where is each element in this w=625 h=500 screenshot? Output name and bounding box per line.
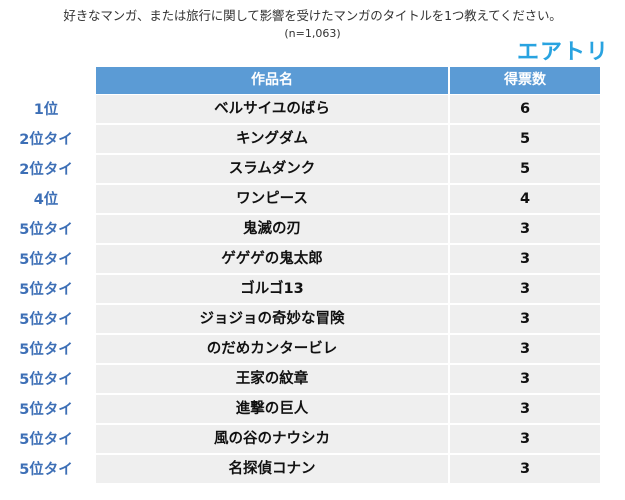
table-row: 風の谷のナウシカ 3	[96, 425, 600, 453]
brand-logo: エアトリ	[516, 40, 609, 65]
sample-size: (n=1,063)	[284, 27, 341, 40]
table-row: ワンピース 4	[96, 185, 600, 213]
table-row: スラムダンク 5	[96, 155, 600, 183]
table-row: 鬼滅の刃 3	[96, 215, 600, 243]
vote-count-cell: 3	[450, 395, 600, 423]
manga-title-cell: 進撃の巨人	[96, 395, 448, 423]
manga-title-cell: 風の谷のナウシカ	[96, 425, 448, 453]
vote-count-cell: 5	[450, 125, 600, 153]
table-row: キングダム 5	[96, 125, 600, 153]
table-row: 名探偵コナン 3	[96, 455, 600, 483]
vote-count-cell: 3	[450, 425, 600, 453]
rank-label: 5位タイ	[19, 282, 73, 298]
vote-count-cell: 3	[450, 305, 600, 333]
rank-column: 1位 2位タイ 2位タイ 4位 5位タイ 5位タイ 5位タイ 5位タイ 5位タイ…	[0, 95, 92, 485]
table-row: ゴルゴ13 3	[96, 275, 600, 303]
vote-count-cell: 3	[450, 365, 600, 393]
vote-count-cell: 3	[450, 275, 600, 303]
rank-label: 5位タイ	[19, 432, 73, 448]
manga-title-cell: のだめカンタービレ	[96, 335, 448, 363]
manga-title-cell: 名探偵コナン	[96, 455, 448, 483]
rank-label: 2位タイ	[19, 162, 73, 178]
rank-label: 5位タイ	[19, 252, 73, 268]
manga-title-cell: 鬼滅の刃	[96, 215, 448, 243]
rank-label: 5位タイ	[19, 222, 73, 238]
table-row: ベルサイユのばら 6	[96, 95, 600, 123]
ranking-table: 作品名 得票数 ベルサイユのばら 6 キングダム 5 スラムダンク 5 ワンピー…	[96, 67, 600, 485]
table-row: 進撃の巨人 3	[96, 395, 600, 423]
rank-label: 1位	[33, 102, 59, 118]
table-row: ゲゲゲの鬼太郎 3	[96, 245, 600, 273]
vote-count-cell: 4	[450, 185, 600, 213]
table-row: のだめカンタービレ 3	[96, 335, 600, 363]
vote-count-cell: 3	[450, 245, 600, 273]
manga-title-cell: ワンピース	[96, 185, 448, 213]
rank-label: 4位	[33, 192, 59, 208]
survey-question: 好きなマンガ、または旅行に関して影響を受けたマンガのタイトルを1つ教えてください…	[63, 8, 562, 23]
vote-count-cell: 5	[450, 155, 600, 183]
vote-count-cell: 6	[450, 95, 600, 123]
rank-label: 5位タイ	[19, 372, 73, 388]
rank-label: 5位タイ	[19, 342, 73, 358]
table-row: ジョジョの奇妙な冒険 3	[96, 305, 600, 333]
manga-title-cell: ベルサイユのばら	[96, 95, 448, 123]
column-header-title: 作品名	[96, 67, 448, 94]
column-header-votes: 得票数	[450, 67, 600, 94]
rank-label: 5位タイ	[19, 312, 73, 328]
manga-title-cell: 王家の紋章	[96, 365, 448, 393]
vote-count-cell: 3	[450, 335, 600, 363]
manga-title-cell: スラムダンク	[96, 155, 448, 183]
vote-count-cell: 3	[450, 215, 600, 243]
manga-title-cell: ゲゲゲの鬼太郎	[96, 245, 448, 273]
rank-label: 2位タイ	[19, 132, 73, 148]
rank-label: 5位タイ	[19, 402, 73, 418]
vote-count-cell: 3	[450, 455, 600, 483]
manga-title-cell: ジョジョの奇妙な冒険	[96, 305, 448, 333]
table-row: 王家の紋章 3	[96, 365, 600, 393]
manga-title-cell: ゴルゴ13	[96, 275, 448, 303]
table-header: 作品名 得票数	[96, 67, 600, 94]
rank-label: 5位タイ	[19, 462, 73, 478]
manga-title-cell: キングダム	[96, 125, 448, 153]
